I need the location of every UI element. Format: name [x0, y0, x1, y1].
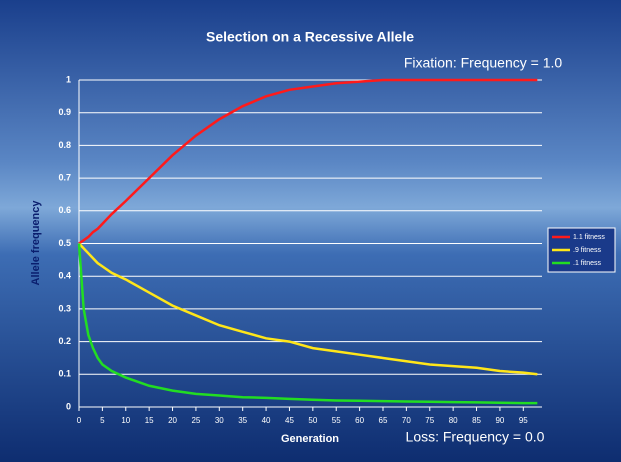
annotation: Loss: Frequency = 0.0	[406, 429, 545, 445]
y-tick-label: 0.9	[58, 107, 71, 117]
x-tick-label: 50	[308, 416, 317, 425]
y-tick-label: 0.6	[58, 205, 71, 215]
x-axis-label: Generation	[281, 433, 339, 445]
x-tick-label: 35	[238, 416, 247, 425]
y-tick-label: 0.7	[58, 172, 71, 182]
x-tick-label: 80	[449, 416, 458, 425]
y-tick-label: 0.5	[58, 238, 71, 248]
y-tick-label: 0.4	[58, 271, 71, 281]
y-tick-label: 0.8	[58, 140, 71, 150]
legend-label: .9 fitness	[573, 247, 602, 254]
x-tick-label: 10	[121, 416, 130, 425]
x-tick-label: 85	[472, 416, 481, 425]
x-tick-label: 90	[495, 416, 504, 425]
y-tick-label: 0.2	[58, 336, 71, 346]
x-tick-label: 65	[379, 416, 388, 425]
y-tick-label: 0.3	[58, 303, 71, 313]
y-tick-label: 0.1	[58, 369, 71, 379]
x-tick-label: 20	[168, 416, 177, 425]
x-tick-label: 15	[145, 416, 154, 425]
chart: Selection on a Recessive Allele Fixation…	[0, 0, 621, 462]
legend-label: .1 fitness	[573, 260, 602, 267]
x-tick-label: 25	[191, 416, 200, 425]
y-axis-label: Allele frequency	[30, 200, 42, 286]
legend-label: 1.1 fitness	[573, 234, 605, 241]
x-tick-label: 45	[285, 416, 294, 425]
x-tick-label: 60	[355, 416, 364, 425]
y-tick-label: 1	[66, 74, 71, 84]
x-tick-label: 95	[519, 416, 528, 425]
x-tick-label: 0	[77, 416, 82, 425]
y-tick-label: 0	[66, 401, 71, 411]
x-tick-label: 70	[402, 416, 411, 425]
x-tick-label: 30	[215, 416, 224, 425]
x-tick-label: 5	[100, 416, 105, 425]
chart-title: Selection on a Recessive Allele	[206, 29, 414, 45]
x-tick-label: 55	[332, 416, 341, 425]
x-tick-label: 40	[262, 416, 271, 425]
annotation: Fixation: Frequency = 1.0	[404, 55, 563, 71]
x-tick-label: 75	[425, 416, 434, 425]
